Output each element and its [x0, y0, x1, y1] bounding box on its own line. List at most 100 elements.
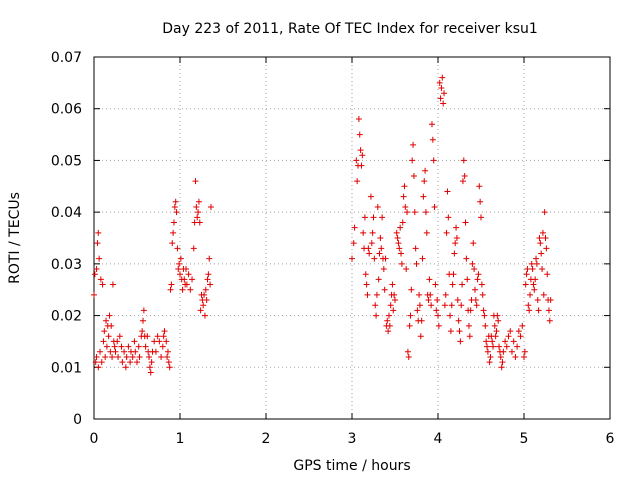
data-point [421, 178, 428, 185]
data-point [118, 343, 125, 350]
data-point [428, 302, 435, 309]
data-point [542, 235, 549, 241]
y-tick-label: 0.03 [51, 257, 82, 273]
chart-title: Day 223 of 2011, Rate Of TEC Index for r… [162, 21, 538, 37]
data-point [200, 302, 207, 309]
data-point [449, 281, 456, 288]
data-point [417, 333, 424, 340]
data-point [142, 343, 149, 350]
data-point [406, 322, 413, 329]
data-point [361, 214, 368, 221]
data-point [378, 245, 385, 252]
data-point [546, 317, 553, 324]
data-point [510, 338, 517, 345]
data-point [168, 281, 175, 288]
data-point [166, 364, 173, 371]
data-point [353, 157, 360, 164]
data-point [432, 281, 439, 288]
data-point [484, 343, 491, 350]
data-point [103, 343, 110, 350]
data-point [476, 183, 483, 190]
data-point [384, 317, 391, 324]
x-tick-label: 2 [262, 431, 271, 447]
data-point [103, 317, 110, 324]
data-point [423, 229, 430, 236]
data-point [441, 302, 448, 309]
y-tick-label: 0.06 [51, 102, 82, 118]
data-point [183, 266, 190, 273]
data-point [481, 312, 488, 319]
data-point [464, 276, 471, 283]
data-point [164, 353, 171, 360]
data-point [519, 322, 526, 329]
data-point [479, 291, 486, 298]
data-point [380, 266, 387, 273]
data-point [410, 172, 417, 179]
data-point [181, 276, 188, 283]
grid-lines [94, 57, 610, 419]
data-point [524, 266, 531, 273]
data-point [523, 271, 530, 278]
data-point [190, 245, 197, 252]
data-point [135, 343, 142, 350]
data-point [391, 291, 398, 298]
data-point [179, 286, 186, 293]
data-point [387, 302, 394, 309]
data-point [494, 312, 501, 319]
data-point [444, 188, 451, 195]
data-point [486, 359, 493, 366]
data-point [462, 219, 469, 226]
data-point [203, 297, 210, 304]
data-point [410, 141, 417, 148]
data-point [447, 312, 454, 319]
data-point [482, 322, 489, 329]
data-point [447, 328, 454, 335]
data-point [385, 328, 392, 335]
data-point [206, 255, 213, 262]
data-point [412, 245, 419, 252]
data-point [374, 203, 381, 210]
data-point [532, 276, 539, 283]
data-point [175, 266, 182, 273]
data-point [529, 266, 536, 273]
data-point [140, 307, 147, 314]
data-point [397, 224, 404, 231]
data-point [123, 353, 130, 360]
data-point [101, 328, 108, 335]
data-point [428, 121, 435, 128]
data-point [376, 250, 383, 257]
data-point [459, 281, 466, 288]
x-tick-label: 3 [348, 431, 357, 447]
data-point [496, 343, 503, 350]
data-point [152, 348, 159, 355]
data-point [433, 307, 440, 314]
data-point [491, 322, 498, 329]
data-point [371, 255, 378, 262]
data-point [455, 317, 462, 324]
y-axis-label: ROTI / TECUs [7, 192, 23, 284]
data-point [129, 353, 136, 360]
data-point [106, 312, 113, 319]
x-tick-label: 1 [176, 431, 185, 447]
data-point [425, 297, 432, 304]
data-point [540, 291, 547, 298]
data-point [537, 240, 544, 247]
data-point [105, 333, 112, 340]
data-point [365, 245, 372, 252]
data-point [441, 90, 448, 97]
data-point [95, 229, 102, 236]
data-point [139, 328, 146, 335]
x-tick-label: 0 [90, 431, 99, 447]
data-point [461, 172, 468, 179]
data-point [109, 353, 116, 360]
y-tick-label: 0.05 [51, 153, 82, 169]
data-point [448, 302, 455, 309]
data-point [459, 178, 466, 185]
data-point [456, 328, 463, 335]
data-point [144, 333, 151, 340]
data-point [201, 291, 208, 298]
data-point [445, 214, 452, 221]
y-tick-label: 0.04 [51, 205, 82, 221]
data-point [93, 266, 100, 273]
data-point [471, 286, 478, 293]
